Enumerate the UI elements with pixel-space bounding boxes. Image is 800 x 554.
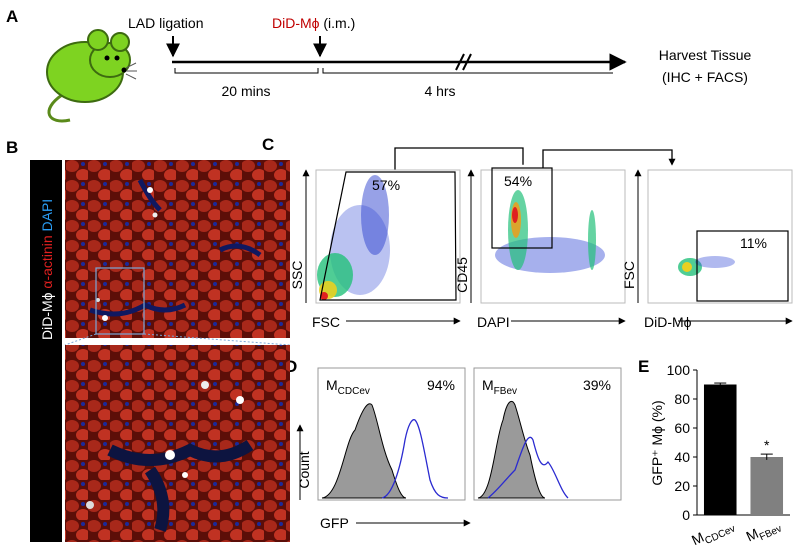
- label-sub: CDCev: [703, 523, 737, 547]
- label-sub: CDCev: [338, 386, 370, 397]
- histogram-percent: 39%: [583, 377, 611, 393]
- stain-label: DiD-Mϕ: [39, 292, 55, 340]
- micrograph: [65, 160, 290, 338]
- zoom-guide: [64, 333, 291, 346]
- stain-labels: DiD-Mϕ α-actinin DAPI: [39, 199, 55, 340]
- y-axis-label: GFP⁺ Mϕ (%): [649, 400, 665, 485]
- axis-label: CD45: [454, 257, 470, 293]
- gate-percent: 57%: [372, 177, 400, 193]
- histogram-percent: 94%: [427, 377, 455, 393]
- y-tick-label: 0: [682, 507, 690, 523]
- gate-percent: 54%: [504, 173, 532, 189]
- stain-label: DAPI: [39, 199, 55, 232]
- label-sub: FBev: [758, 523, 784, 543]
- axis-label: FSC: [621, 261, 637, 289]
- gfp-histogram: [381, 419, 449, 499]
- x-tick-label: MFBev: [744, 515, 784, 548]
- control-histogram: [477, 400, 546, 499]
- histogram-panels: MCDCev 94% MFBev 39%: [317, 367, 622, 501]
- event-label-drug: DiD-Mϕ: [272, 15, 320, 31]
- panel-label: C: [262, 135, 274, 154]
- mouse-icon: [46, 29, 137, 123]
- label-base: M: [482, 377, 494, 393]
- event-label: DiD-Mϕ (i.m.): [272, 15, 355, 31]
- label-base: M: [326, 377, 338, 393]
- y-tick-label: 80: [674, 391, 690, 407]
- stain-label-bar: [30, 160, 62, 542]
- interval-label: 4 hrs: [424, 83, 455, 99]
- gate: [319, 171, 457, 301]
- panel-label: E: [638, 357, 649, 376]
- cell-density: [361, 175, 389, 255]
- axis-label: SSC: [289, 261, 305, 290]
- y-tick-label: 40: [674, 449, 690, 465]
- histogram-label: MFBev: [482, 377, 517, 397]
- cell-density: [512, 207, 518, 223]
- y-tick-label: 20: [674, 478, 690, 494]
- axis-label: DAPI: [477, 314, 510, 330]
- cell-density: [320, 292, 328, 300]
- event-label: LAD ligation: [128, 15, 204, 31]
- gate-connector-arrow: [522, 158, 672, 165]
- axis-label: GFP: [320, 515, 349, 531]
- bar: [750, 457, 784, 515]
- flow-plot-frame: [480, 169, 626, 304]
- gate: [491, 167, 553, 249]
- panel-label: B: [6, 138, 18, 157]
- axis-label: FSC: [312, 314, 340, 330]
- y-tick-label: 100: [667, 362, 691, 378]
- flow-plot-frame: [647, 169, 793, 304]
- gfp-histogram: [487, 436, 569, 499]
- cell-density: [588, 210, 596, 270]
- gate-percent: 11%: [740, 235, 767, 251]
- endpoint-label: Harvest Tissue: [659, 47, 752, 63]
- label-sub: FBev: [494, 386, 517, 397]
- cell-density: [682, 262, 692, 272]
- endpoint-label: (IHC + FACS): [662, 69, 748, 85]
- time-break: [455, 53, 472, 71]
- flow-panels: 57% SSC FSC 54% CD45 DAPI 11% FSC DiD-Mϕ: [289, 167, 793, 330]
- cell-density: [695, 256, 735, 268]
- histogram-label: MCDCev: [326, 377, 370, 397]
- stain-label: α-actinin: [39, 235, 55, 288]
- event-label-route: (i.m.): [320, 15, 356, 31]
- significance-mark: *: [764, 437, 770, 453]
- interval-label: 20 mins: [221, 83, 270, 99]
- panel-label: A: [6, 7, 18, 26]
- axis-label: DiD-Mϕ: [644, 314, 692, 330]
- interval-bracket: [174, 68, 613, 74]
- control-histogram: [321, 403, 407, 499]
- gate-connector: [394, 147, 673, 170]
- micrograph-zoom: [65, 345, 290, 542]
- bar: [703, 384, 737, 515]
- gate: [696, 230, 789, 302]
- axis-label: Count: [296, 451, 312, 488]
- x-tick-label: MCDCev: [689, 515, 737, 552]
- y-tick-label: 60: [674, 420, 690, 436]
- bar-chart: 0 20 40 60 80 100 MCDCev MFBev *: [667, 362, 790, 552]
